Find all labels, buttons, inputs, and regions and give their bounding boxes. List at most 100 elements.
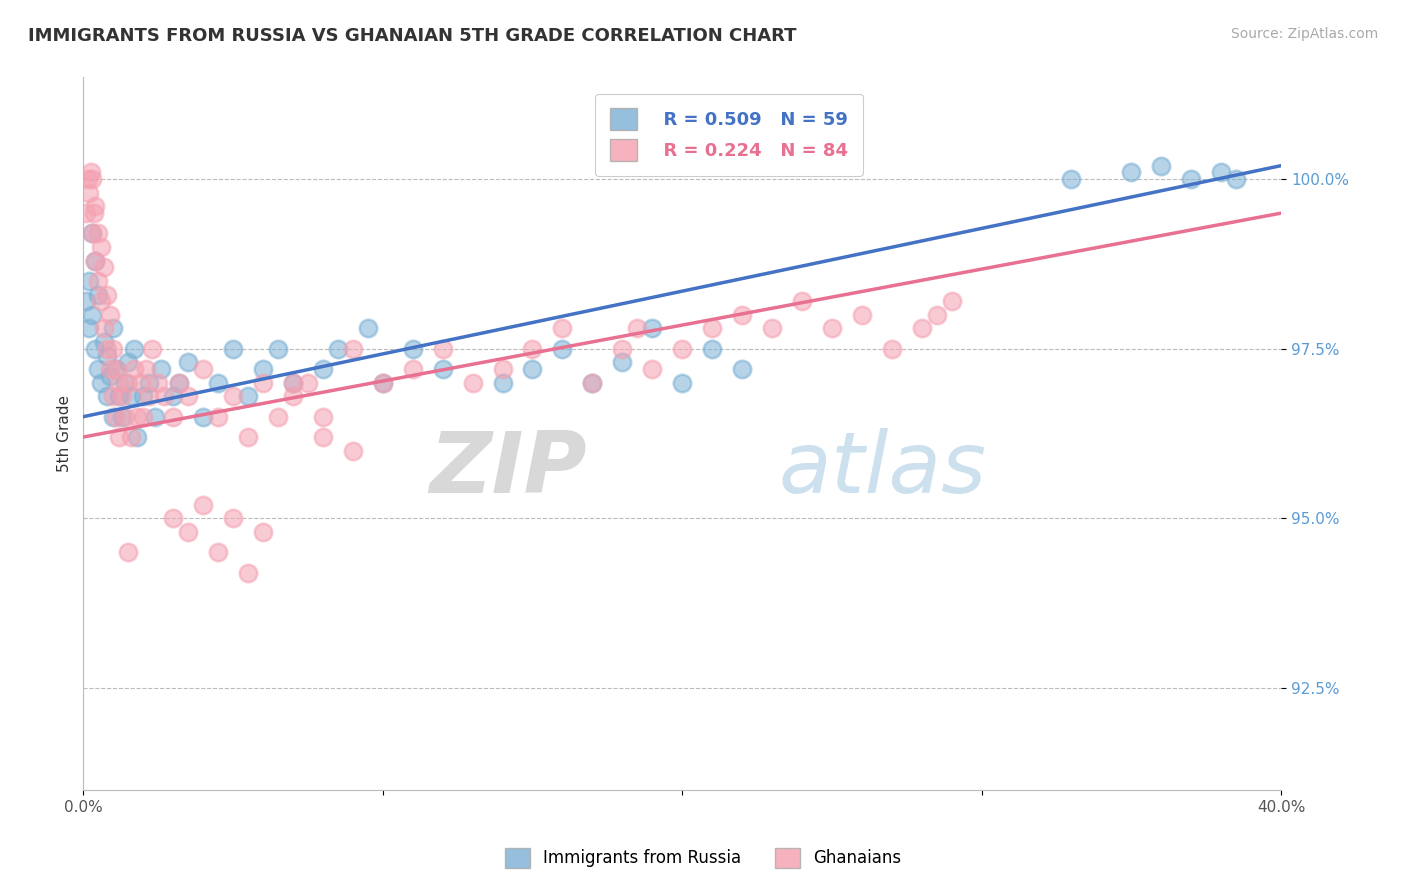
- Point: [84, 199, 107, 213]
- Point: [132, 389, 155, 403]
- Point: [108, 389, 131, 403]
- Point: [207, 545, 229, 559]
- Point: [98, 362, 121, 376]
- Point: [222, 389, 245, 403]
- Point: [120, 389, 142, 403]
- Point: [267, 409, 290, 424]
- Point: [77, 186, 100, 200]
- Point: [90, 240, 112, 254]
- Point: [117, 545, 139, 559]
- Point: [371, 376, 394, 390]
- Point: [129, 376, 152, 390]
- Point: [111, 409, 134, 424]
- Point: [432, 342, 454, 356]
- Point: [252, 362, 274, 376]
- Point: [851, 308, 873, 322]
- Point: [911, 321, 934, 335]
- Point: [357, 321, 380, 335]
- Point: [281, 389, 304, 403]
- Point: [143, 409, 166, 424]
- Point: [127, 430, 149, 444]
- Point: [297, 376, 319, 390]
- Point: [103, 342, 125, 356]
- Point: [761, 321, 783, 335]
- Point: [252, 524, 274, 539]
- Legend:   R = 0.509   N = 59,   R = 0.224   N = 84: R = 0.509 N = 59, R = 0.224 N = 84: [595, 94, 863, 176]
- Point: [612, 355, 634, 369]
- Point: [522, 342, 544, 356]
- Point: [252, 376, 274, 390]
- Point: [402, 342, 425, 356]
- Point: [108, 430, 131, 444]
- Point: [491, 376, 513, 390]
- Point: [96, 342, 118, 356]
- Point: [162, 389, 184, 403]
- Point: [281, 376, 304, 390]
- Point: [222, 342, 245, 356]
- Point: [821, 321, 844, 335]
- Point: [87, 274, 110, 288]
- Point: [153, 389, 176, 403]
- Point: [138, 389, 160, 403]
- Point: [141, 342, 163, 356]
- Point: [77, 321, 100, 335]
- Point: [132, 409, 155, 424]
- Point: [111, 389, 134, 403]
- Point: [84, 342, 107, 356]
- Point: [93, 321, 115, 335]
- Point: [84, 253, 107, 268]
- Point: [641, 321, 664, 335]
- Point: [87, 362, 110, 376]
- Point: [281, 376, 304, 390]
- Point: [1121, 165, 1143, 179]
- Point: [191, 498, 214, 512]
- Point: [98, 308, 121, 322]
- Point: [84, 253, 107, 268]
- Legend: Immigrants from Russia, Ghanaians: Immigrants from Russia, Ghanaians: [498, 841, 908, 875]
- Point: [236, 389, 259, 403]
- Point: [150, 362, 173, 376]
- Point: [236, 430, 259, 444]
- Text: ZIP: ZIP: [429, 428, 586, 511]
- Point: [1180, 172, 1202, 186]
- Point: [432, 362, 454, 376]
- Point: [581, 376, 603, 390]
- Point: [82, 308, 104, 322]
- Point: [117, 376, 139, 390]
- Point: [207, 409, 229, 424]
- Point: [461, 376, 484, 390]
- Point: [82, 227, 104, 241]
- Text: atlas: atlas: [778, 428, 986, 511]
- Point: [87, 227, 110, 241]
- Point: [551, 321, 574, 335]
- Point: [177, 389, 200, 403]
- Point: [342, 443, 364, 458]
- Point: [93, 260, 115, 275]
- Point: [138, 376, 160, 390]
- Point: [731, 308, 754, 322]
- Point: [731, 362, 754, 376]
- Y-axis label: 5th Grade: 5th Grade: [58, 395, 72, 472]
- Point: [117, 355, 139, 369]
- Point: [80, 165, 103, 179]
- Point: [96, 287, 118, 301]
- Point: [612, 342, 634, 356]
- Point: [702, 342, 724, 356]
- Point: [941, 294, 963, 309]
- Point: [671, 376, 693, 390]
- Point: [114, 376, 136, 390]
- Point: [522, 362, 544, 376]
- Point: [122, 362, 145, 376]
- Point: [146, 376, 169, 390]
- Point: [491, 362, 513, 376]
- Point: [207, 376, 229, 390]
- Point: [177, 524, 200, 539]
- Point: [120, 430, 142, 444]
- Point: [103, 321, 125, 335]
- Point: [1225, 172, 1247, 186]
- Point: [167, 376, 190, 390]
- Point: [312, 362, 335, 376]
- Point: [1211, 165, 1233, 179]
- Point: [103, 389, 125, 403]
- Point: [105, 362, 128, 376]
